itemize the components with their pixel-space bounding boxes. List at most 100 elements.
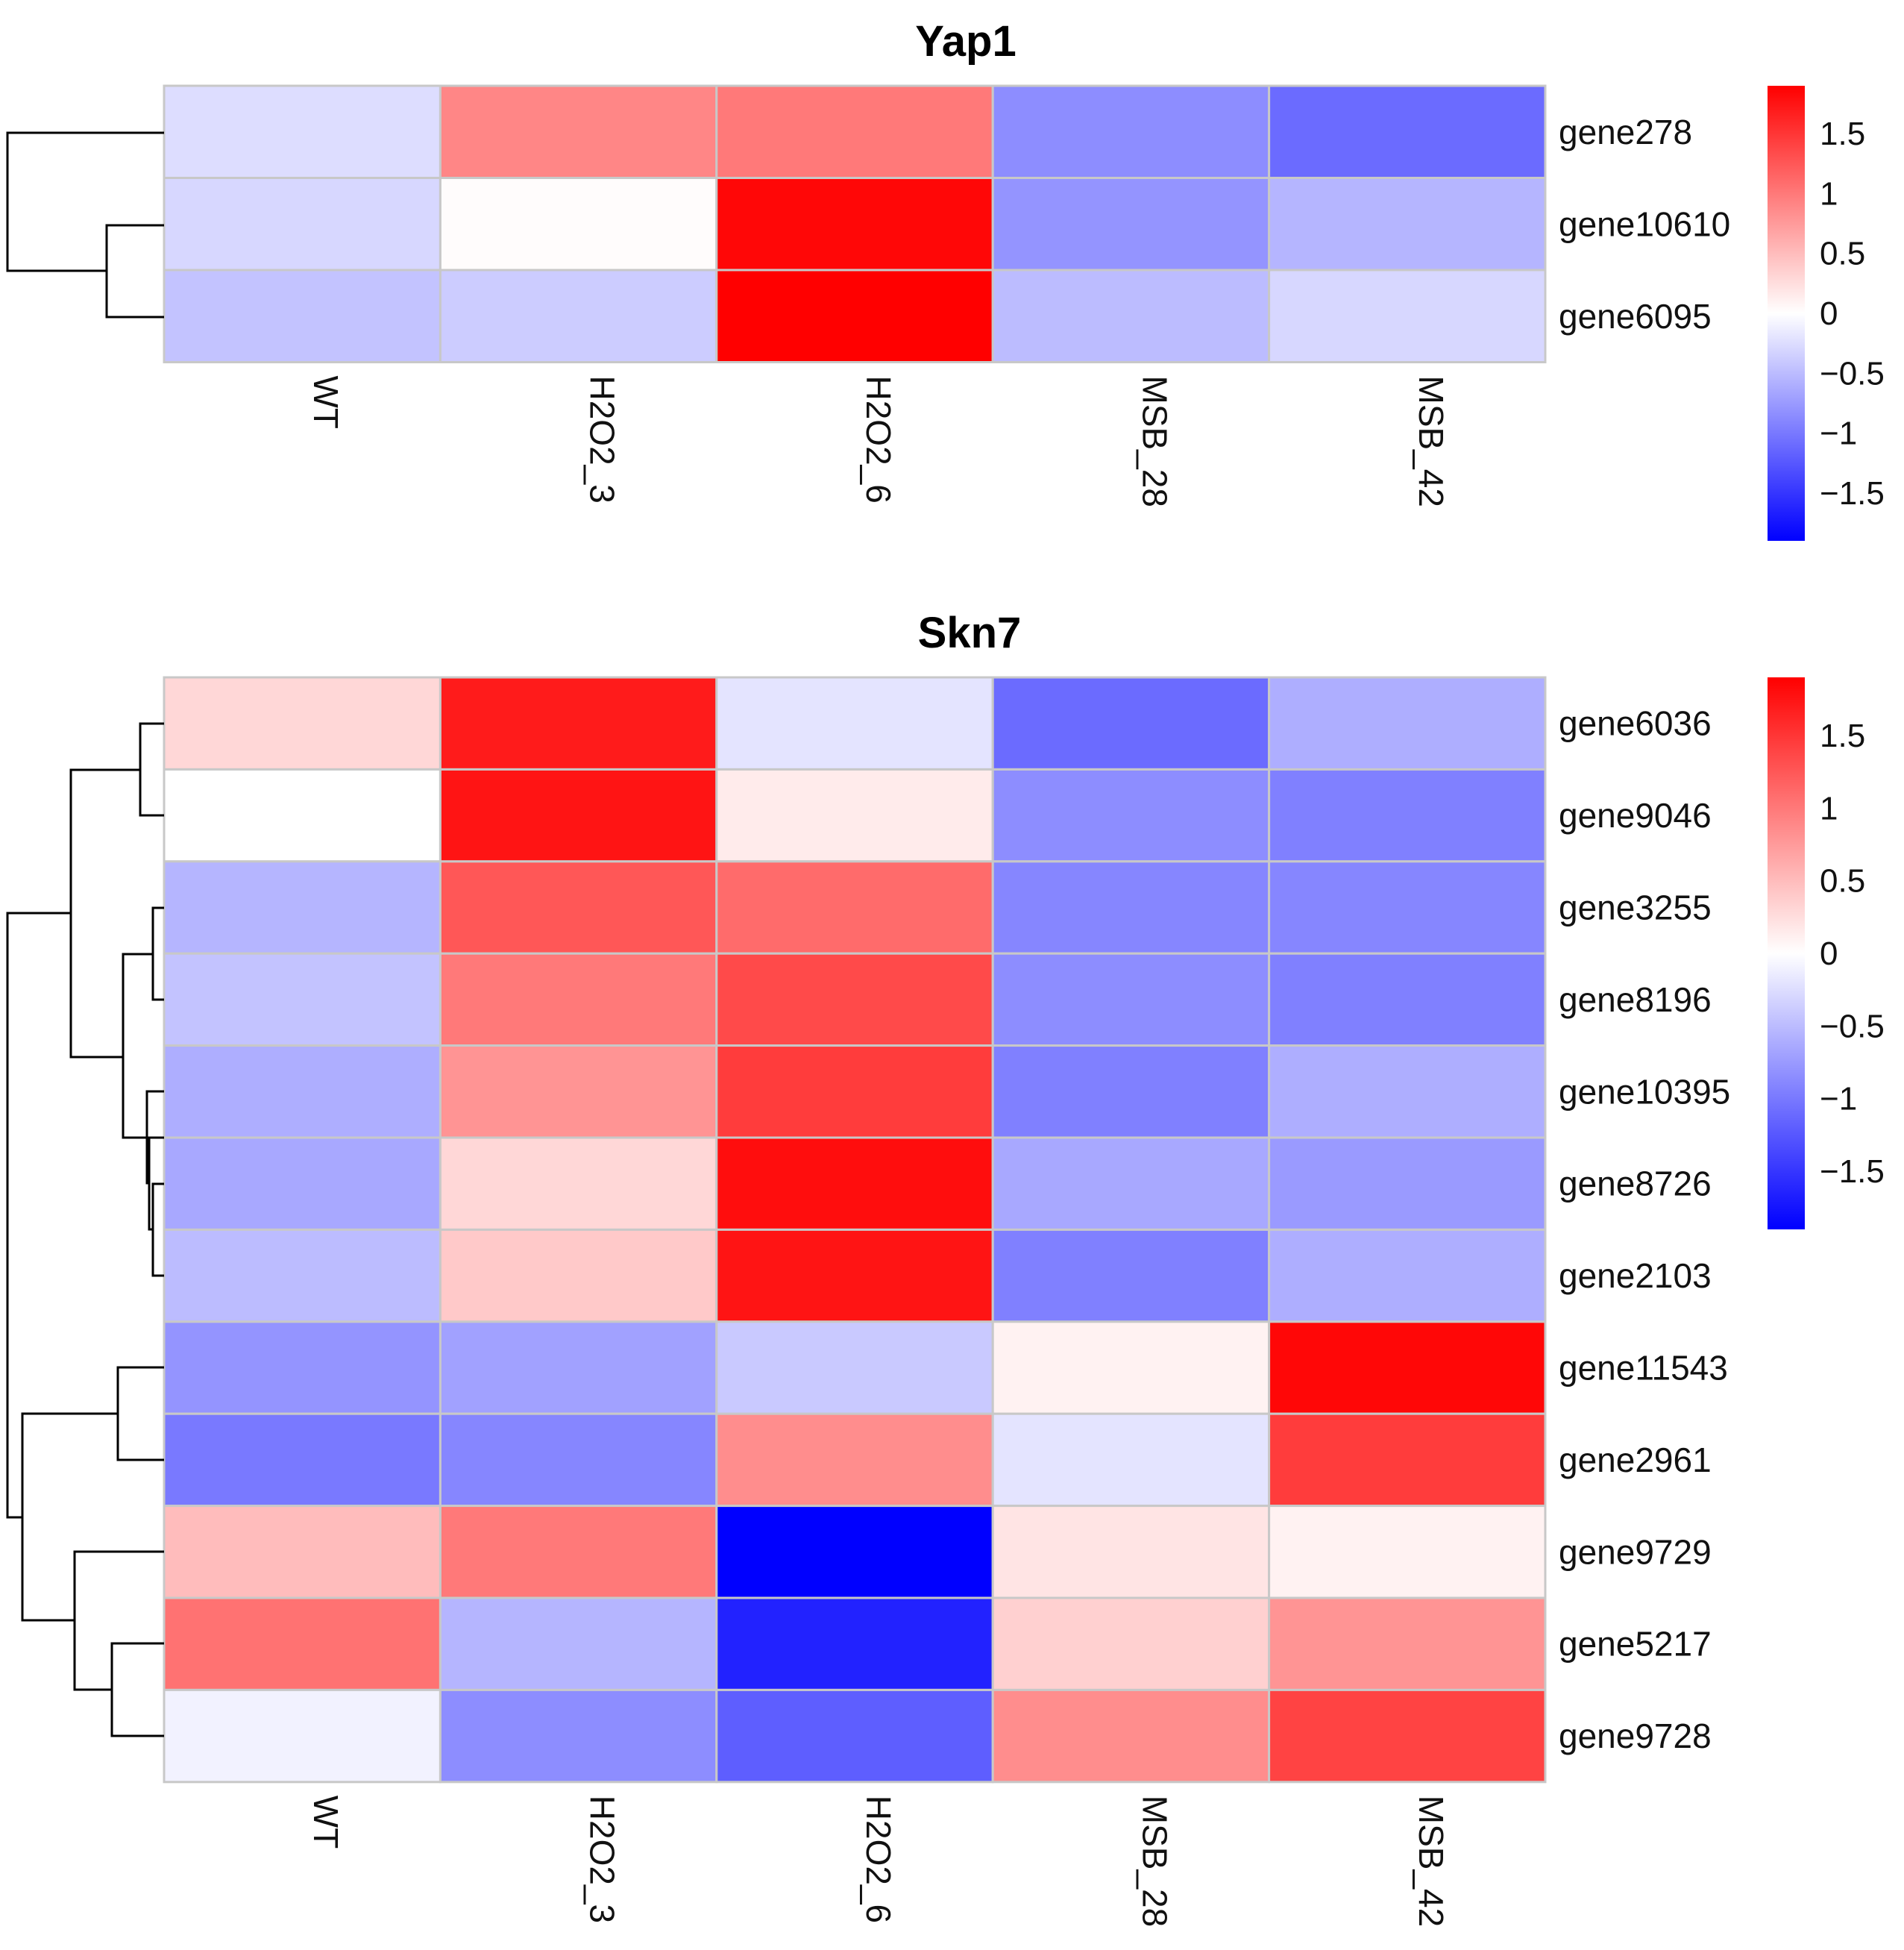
legend-tick-label: −1.5 (1820, 475, 1885, 512)
heatmap-cell (163, 1505, 442, 1599)
legend-tick-label: 1.5 (1820, 116, 1865, 152)
heatmap-cell (163, 1596, 442, 1691)
heatmap-cell (715, 177, 994, 272)
heatmap-cell (163, 952, 442, 1047)
column-label: MSB_28 (1135, 376, 1174, 507)
panel-yap1: Yap1 gene278 gene10610 gene6095 WT H2O2_3 H2… (6, 17, 1885, 541)
panel-title: Skn7 (918, 609, 1022, 657)
legend-tick-label: 0 (1820, 295, 1838, 332)
heatmap-cell (1268, 1136, 1547, 1231)
legend-tick-label: 1 (1820, 176, 1838, 213)
dendrogram-branch (110, 1642, 164, 1737)
heatmap-cell (163, 269, 442, 363)
row-label: gene2103 (1559, 1256, 1712, 1295)
heatmap-cell (439, 269, 718, 363)
dendrogram-branch (73, 1550, 164, 1691)
heatmap-cell (715, 1505, 994, 1599)
row-label: gene9729 (1559, 1532, 1712, 1571)
column-labels: WT H2O2_3 H2O2_6 MSB_28 MSB_42 (307, 376, 1451, 507)
column-labels: WT H2O2_3 H2O2_6 MSB_28 MSB_42 (307, 1796, 1451, 1927)
heatmap-cell (1268, 860, 1547, 955)
legend-tick-label: 0.5 (1820, 863, 1865, 900)
column-label: MSB_42 (1412, 376, 1451, 507)
heatmap-cell (991, 177, 1271, 272)
heatmap-cell (991, 1688, 1271, 1784)
heatmap-cell (163, 1320, 442, 1415)
dendrogram-branch (105, 224, 164, 319)
legend-tick-label: −1 (1820, 416, 1857, 452)
heatmap-cell (715, 84, 994, 179)
heatmap-cell (1268, 1228, 1547, 1323)
heatmap-cells (163, 676, 1547, 1784)
heatmap-cell (1268, 676, 1547, 771)
heatmap-cell (439, 1596, 718, 1691)
row-label: gene9728 (1559, 1717, 1712, 1755)
heatmap-cell (439, 1688, 718, 1784)
column-label: H2O2_3 (583, 1796, 622, 1923)
legend-ticks: 1.5 1 0.5 0 −0.5 −1 −1.5 (1820, 718, 1885, 1190)
heatmap-cell (715, 1228, 994, 1323)
row-label: gene3255 (1559, 888, 1712, 927)
dendrogram-branch (122, 953, 153, 1139)
legend-ticks: 1.5 1 0.5 0 −0.5 −1 −1.5 (1820, 116, 1885, 512)
heatmap-cell (439, 1228, 718, 1323)
heatmap-cell (163, 1136, 442, 1231)
row-label: gene6036 (1559, 704, 1712, 743)
heatmap-cell (1268, 84, 1547, 179)
heatmap-cell (1268, 1044, 1547, 1139)
heatmap-cell (991, 84, 1271, 179)
panel-title: Yap1 (915, 17, 1016, 66)
heatmap-cell (439, 177, 718, 272)
color-legend: 1.5 1 0.5 0 −0.5 −1 −1.5 (1768, 677, 1885, 1229)
heatmap-cell (1268, 1320, 1547, 1415)
heatmap-cell (991, 676, 1271, 771)
heatmap-cell (439, 84, 718, 179)
heatmap-cell (439, 1505, 718, 1599)
legend-tick-label: −1.5 (1820, 1153, 1885, 1190)
legend-tick-label: 1 (1820, 790, 1838, 827)
legend-tick-label: 0 (1820, 935, 1838, 972)
legend-tick-label: 0.5 (1820, 236, 1865, 272)
legend-tick-label: −0.5 (1820, 355, 1885, 392)
legend-tick-label: −1 (1820, 1081, 1857, 1117)
heatmap-cell (163, 1228, 442, 1323)
heatmap-cell (439, 768, 718, 863)
color-legend: 1.5 1 0.5 0 −0.5 −1 −1.5 (1768, 86, 1885, 541)
dendrogram-branch (139, 722, 164, 817)
heatmap-cell (1268, 768, 1547, 863)
heatmap-cell (439, 860, 718, 955)
legend-colorbar (1768, 677, 1805, 1229)
dendrogram-branch (151, 1182, 164, 1277)
legend-colorbar (1768, 86, 1805, 541)
legend-tick-label: 1.5 (1820, 718, 1865, 754)
heatmap-cell (1268, 1688, 1547, 1784)
heatmap-cell (163, 676, 442, 771)
heatmap-cell (163, 768, 442, 863)
column-label: H2O2_3 (583, 376, 622, 504)
heatmap-cell (991, 1320, 1271, 1415)
row-label: gene8196 (1559, 980, 1712, 1019)
column-label: H2O2_6 (859, 376, 898, 504)
heatmap-cell (1268, 1596, 1547, 1691)
heatmap-cell (163, 177, 442, 272)
column-label: H2O2_6 (859, 1796, 898, 1923)
dendrogram-branch (116, 1366, 164, 1461)
heatmap-cell (991, 860, 1271, 955)
dendrogram-branch (21, 1412, 118, 1622)
heatmap-cell (991, 1228, 1271, 1323)
heatmap-cells (163, 84, 1547, 363)
row-label: gene10395 (1559, 1072, 1730, 1111)
heatmap-cell (163, 1688, 442, 1784)
legend-tick-label: −0.5 (1820, 1008, 1885, 1044)
column-label: WT (307, 1796, 345, 1849)
heatmap-cell (163, 860, 442, 955)
heatmap-cell (1268, 177, 1547, 272)
heatmap-cell (715, 860, 994, 955)
dendrogram-branch (69, 768, 140, 1059)
panel-skn7: Skn7 gene6036gene9046gene3255gene8196gen… (6, 609, 1885, 1927)
heatmap-cell (439, 1136, 718, 1231)
heatmap-cell (715, 676, 994, 771)
heatmap-cell (991, 1596, 1271, 1691)
heatmap-cell (1268, 269, 1547, 363)
row-labels: gene6036 gene9046 gene3255 gene8196 gene1039… (1559, 704, 1730, 1755)
